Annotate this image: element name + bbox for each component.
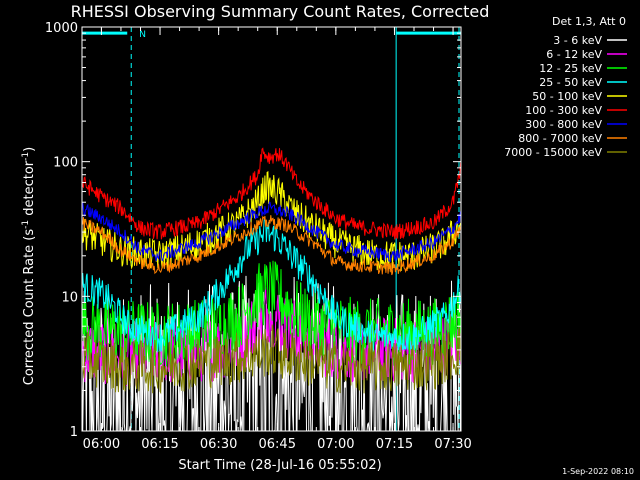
- legend-label: 3 - 6 keV: [553, 34, 602, 47]
- x-axis-label: Start Time (28-Jul-16 05:55:02): [178, 458, 381, 473]
- y-tick-label: 100: [53, 156, 78, 171]
- x-tick-label: 07:15: [376, 437, 413, 452]
- legend-label: 50 - 100 keV: [532, 90, 602, 103]
- series-line-800-7000-keV: [81, 215, 462, 276]
- night-label: N: [139, 30, 146, 40]
- legend-label: 800 - 7000 keV: [518, 132, 602, 145]
- series-line-300-800-keV: [81, 201, 462, 263]
- footer-timestamp: 1-Sep-2022 08:10: [562, 467, 634, 476]
- axes: 1 10 100 1000 06:00 06:15 06:30 06:45 07:00 07:15…: [45, 21, 472, 452]
- legend-label: 300 - 800 keV: [525, 118, 602, 131]
- series-line-100-300-keV: [81, 147, 462, 240]
- chart-title: RHESSI Observing Summary Count Rates, Co…: [71, 2, 490, 21]
- legend-title: Det 1,3, Att 0: [552, 15, 626, 28]
- x-tick-label: 06:00: [83, 437, 120, 452]
- y-tick-label: 1000: [45, 21, 78, 36]
- x-tick-label: 06:45: [259, 437, 296, 452]
- legend-label: 12 - 25 keV: [539, 62, 602, 75]
- y-tick-label: 10: [61, 290, 78, 305]
- x-tick-label: 07:30: [434, 437, 471, 452]
- series-line-25-50-keV: [81, 218, 462, 353]
- legend-label: 100 - 300 keV: [525, 104, 602, 117]
- legend-label: 6 - 12 keV: [546, 48, 602, 61]
- legend-label: 7000 - 15000 keV: [504, 146, 602, 159]
- legend-label: 25 - 50 keV: [539, 76, 602, 89]
- series-line-12-25-keV: [81, 260, 462, 367]
- y-axis-label: Corrected Count Rate (s-1 detector-1): [21, 147, 37, 385]
- x-tick-label: 06:30: [200, 437, 237, 452]
- series-line-7000-15000-keV: [81, 324, 462, 395]
- y-tick-label: 1: [70, 425, 78, 440]
- x-tick-label: 06:15: [141, 437, 178, 452]
- plot-frame: [81, 26, 462, 432]
- x-tick-label: 07:00: [317, 437, 354, 452]
- plot-area: N: [81, 27, 462, 432]
